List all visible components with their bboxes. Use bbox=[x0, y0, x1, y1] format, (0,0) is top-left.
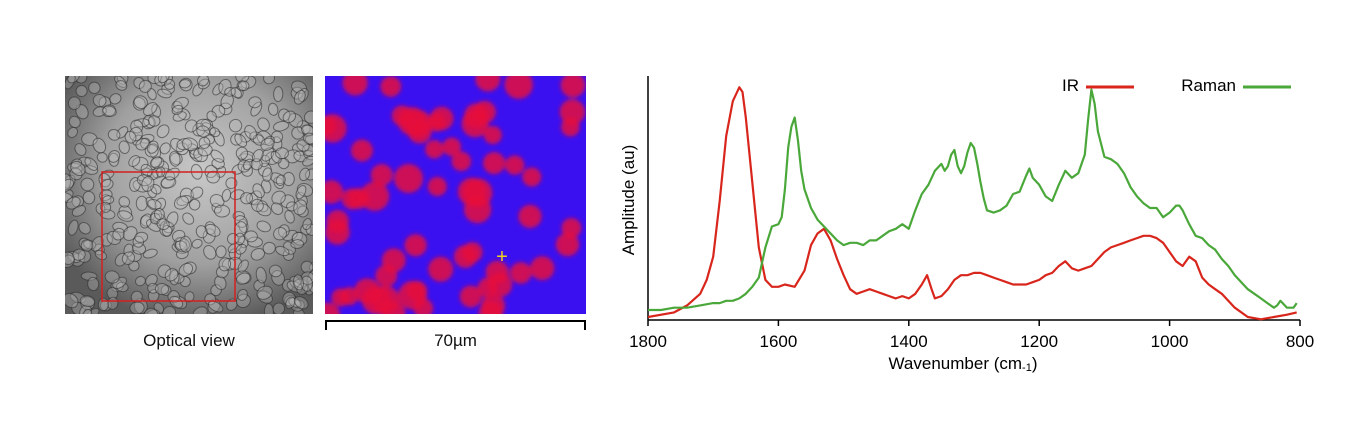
x-axis-label-close: ) bbox=[1032, 354, 1038, 373]
legend-label-ir: IR bbox=[1062, 76, 1079, 95]
x-axis-label-main: Wavenumber (cm bbox=[889, 354, 1023, 373]
x-tick-label: 1600 bbox=[759, 332, 797, 351]
x-tick-label: 1000 bbox=[1151, 332, 1189, 351]
chart-legend: IR Raman bbox=[1062, 76, 1291, 95]
optical-view-caption: Optical view bbox=[143, 331, 235, 350]
x-tick-labels: 1800 1600 1400 1200 1000 800 bbox=[629, 320, 1314, 351]
chemical-map-image: + bbox=[325, 76, 586, 314]
y-axis-label: Amplitude (au) bbox=[619, 145, 638, 256]
chart-series bbox=[647, 86, 1298, 321]
map-particles bbox=[325, 76, 586, 314]
series-line-ir bbox=[647, 86, 1297, 321]
legend-label-raman: Raman bbox=[1181, 76, 1236, 95]
x-axis-label: Wavenumber (cm-1) bbox=[889, 354, 1038, 374]
region-of-interest-box bbox=[101, 171, 236, 302]
cell-texture bbox=[65, 76, 313, 314]
x-axis-label-unit-exponent: -1 bbox=[1022, 362, 1032, 374]
optical-view-image bbox=[65, 76, 313, 314]
spectrum-chart: 1800 1600 1400 1200 1000 800 IR Raman Amplitud… bbox=[619, 76, 1314, 374]
scale-bar-label: 70µm bbox=[434, 331, 477, 350]
x-tick-label: 800 bbox=[1286, 332, 1314, 351]
x-tick-label: 1800 bbox=[629, 332, 667, 351]
map-marker: + bbox=[496, 246, 508, 268]
x-tick-label: 1400 bbox=[890, 332, 928, 351]
chart-axes bbox=[647, 76, 1300, 321]
series-line-raman bbox=[648, 88, 1298, 312]
scale-bar bbox=[325, 320, 586, 330]
x-tick-label: 1200 bbox=[1020, 332, 1058, 351]
